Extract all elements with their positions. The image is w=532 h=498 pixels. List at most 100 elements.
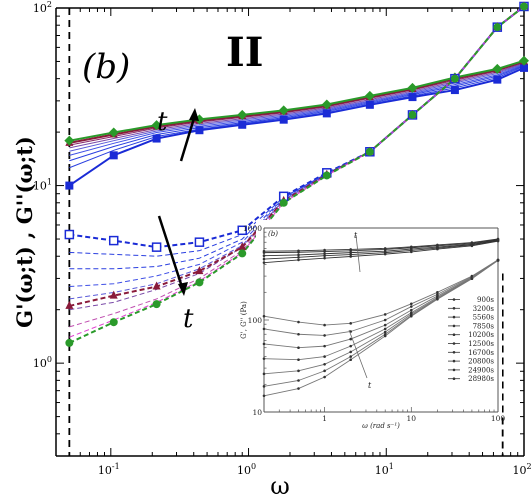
storage-modulus-series-line — [69, 61, 525, 146]
inset-legend-label: 900s — [477, 296, 494, 304]
lower-time-label: t — [183, 304, 194, 334]
inset-panel-label: (b) — [268, 230, 278, 238]
inset-lower-arrow-shaft — [348, 329, 368, 379]
inset-x-ticks: 1 10 100 — [263, 407, 505, 423]
data-point-circle — [365, 147, 374, 156]
inset-data-point — [323, 334, 326, 337]
storage-modulus-series-line — [69, 59, 525, 142]
storage-modulus-series-line — [69, 63, 525, 152]
data-point-diamond — [278, 105, 289, 116]
data-point-diamond — [237, 109, 248, 120]
inset-data-point — [297, 256, 300, 259]
inset-legend-marker — [452, 351, 456, 354]
inset-data-point — [436, 291, 439, 294]
inset-data-point — [323, 254, 326, 257]
lower-time-arrow-shaft — [157, 215, 184, 288]
storage-modulus-series-line — [69, 60, 525, 144]
inset-data-point — [410, 245, 413, 249]
data-point-circle — [65, 338, 74, 347]
inset-data-point — [262, 385, 266, 388]
data-point-circle — [152, 300, 161, 309]
inset-chart: 1 10 100 1000 100 10 (b) G', G'' (Pa) ω (rad… — [240, 220, 505, 430]
lower-time-arrow-head — [178, 282, 188, 296]
data-point-square — [520, 63, 528, 72]
data-point-diamond — [519, 55, 529, 66]
inset-legend-marker — [452, 368, 456, 372]
inset-data-point — [410, 308, 413, 312]
inset-data-point — [496, 237, 500, 241]
inset-data-point — [262, 249, 266, 253]
main-x-tick-label: 10-1 — [98, 462, 120, 477]
inset-legend-label: 24900s — [468, 366, 494, 374]
inset-data-point — [410, 314, 413, 318]
storage-modulus-series-line — [69, 65, 525, 169]
inset-y-ticks: 1000 100 10 — [243, 224, 269, 417]
data-point-diamond — [364, 90, 375, 101]
inset-y-tick-label: 1000 — [243, 224, 262, 233]
inset-series — [262, 237, 500, 398]
storage-modulus-series-line — [69, 64, 525, 156]
data-point-open-square — [64, 229, 75, 240]
inset-data-point — [323, 248, 326, 252]
inset-legend-label: 20800s — [468, 358, 494, 366]
inset-data-point — [297, 253, 300, 257]
inset-data-point — [349, 350, 352, 354]
inset-data-point — [349, 355, 352, 358]
inset-data-point — [297, 346, 300, 349]
data-point-square — [408, 93, 417, 102]
inset-data-point — [383, 247, 387, 250]
inset-data-point — [383, 327, 387, 331]
data-point-open-square — [194, 237, 205, 247]
inset-data-point — [262, 254, 266, 257]
main-x-tick-label: 102 — [512, 462, 531, 477]
inset-data-point — [297, 258, 300, 262]
inset-data-point — [297, 369, 300, 373]
inset-legend-marker — [452, 333, 456, 337]
data-point-triangle — [195, 266, 204, 275]
data-point-diamond — [407, 82, 418, 93]
inset-data-point — [383, 334, 387, 338]
upper-time-arrow-head — [189, 108, 199, 121]
inset-lower-arrow: t — [348, 329, 372, 390]
inset-data-point — [349, 337, 352, 341]
inset-legend-marker — [452, 307, 456, 310]
loss-modulus-series-line — [69, 6, 525, 328]
inset-data-point — [349, 255, 352, 258]
y-axis-label: G'(ω;t) , G''(ω;t) — [12, 136, 37, 328]
data-point-diamond — [151, 120, 162, 131]
data-point-triangle — [152, 281, 161, 290]
data-point-square — [152, 134, 161, 143]
inset-lower-arrow-label: t — [368, 381, 372, 390]
main-y-tick-label: 100 — [33, 355, 52, 370]
inset-legend-marker — [452, 342, 456, 345]
main-x-tick-label: 100 — [237, 462, 256, 477]
inset-data-point — [262, 257, 266, 261]
inset-data-point — [383, 323, 387, 327]
inset-data-point — [383, 330, 387, 334]
inset-data-point — [383, 313, 387, 316]
data-point-circle — [450, 74, 459, 83]
inset-data-point — [349, 322, 352, 325]
inset-legend-label: 28980s — [468, 375, 494, 383]
data-point-triangle — [65, 300, 74, 309]
inset-data-point — [297, 320, 300, 324]
inset-upper-arrow-shaft — [355, 234, 361, 273]
data-point-triangle — [109, 290, 118, 299]
loss-modulus-series-line — [68, 5, 525, 344]
inset-data-point — [436, 243, 439, 247]
storage-modulus-series-line — [69, 62, 525, 149]
storage-modulus-series-line — [69, 64, 525, 162]
inset-legend-marker — [452, 315, 456, 319]
inset-data-point — [349, 253, 352, 256]
inset-data-point — [297, 249, 300, 253]
inset-data-point — [470, 277, 474, 281]
data-point-square — [195, 126, 204, 135]
data-point-circle — [493, 23, 502, 32]
data-point-diamond — [64, 135, 75, 146]
inset-data-point — [410, 305, 413, 308]
data-point-square — [65, 181, 74, 190]
inset-legend-label: 3200s — [473, 305, 495, 313]
